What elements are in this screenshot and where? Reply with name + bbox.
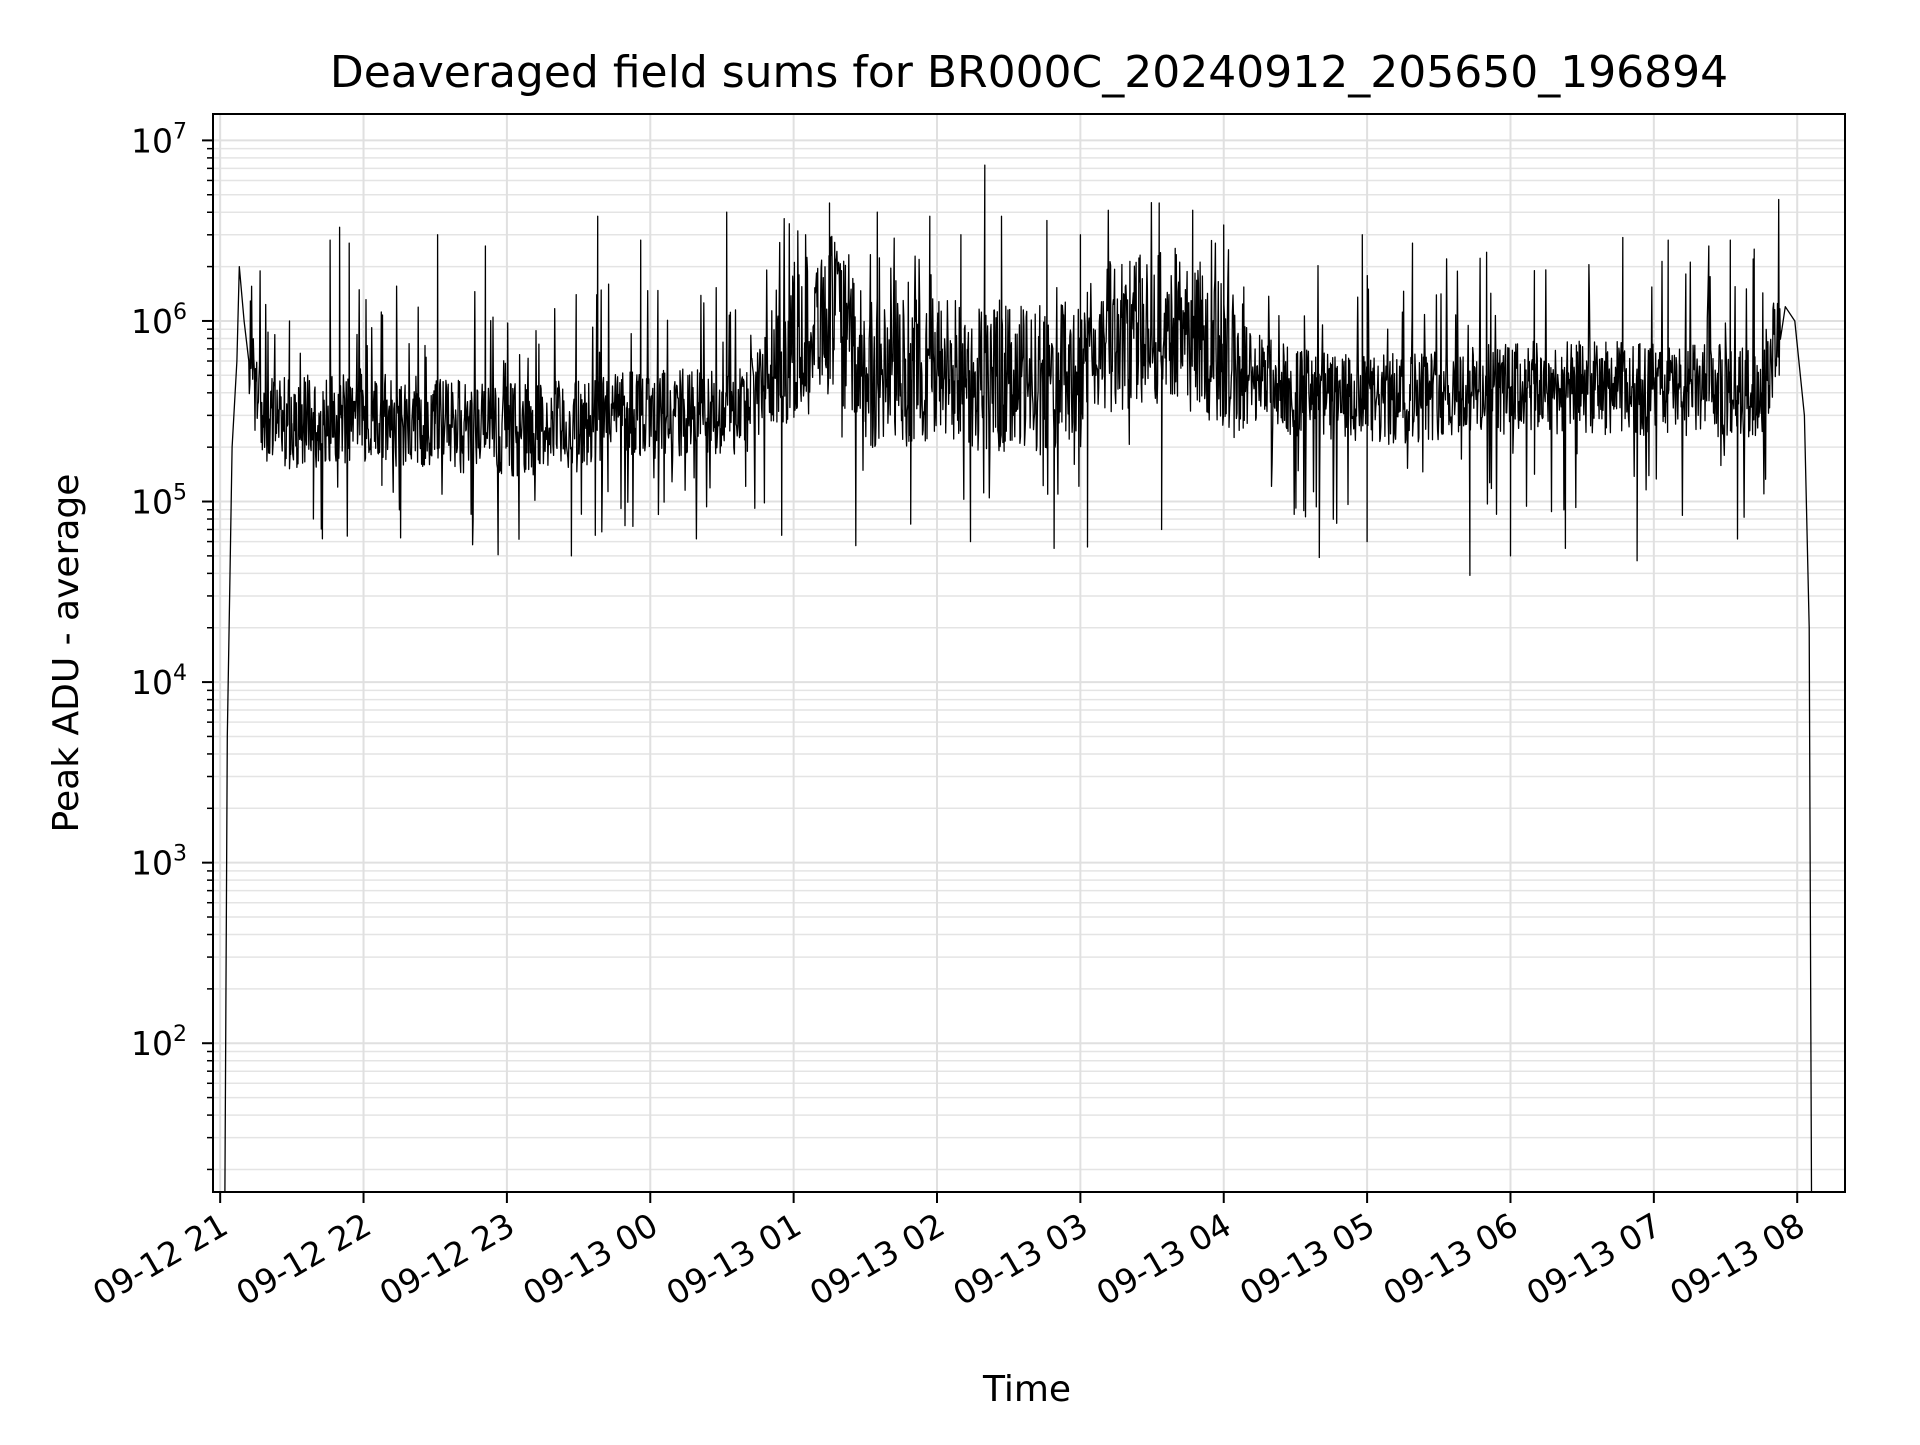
- series-layer: [224, 164, 1813, 1193]
- plot-frame: [212, 113, 1846, 1193]
- chart-title: Deaveraged field sums for BR000C_2024091…: [330, 47, 1728, 98]
- x-axis-label: Time: [982, 1369, 1071, 1410]
- y-axis-label: Peak ADU - average: [46, 474, 87, 833]
- series-line: [224, 164, 1813, 1193]
